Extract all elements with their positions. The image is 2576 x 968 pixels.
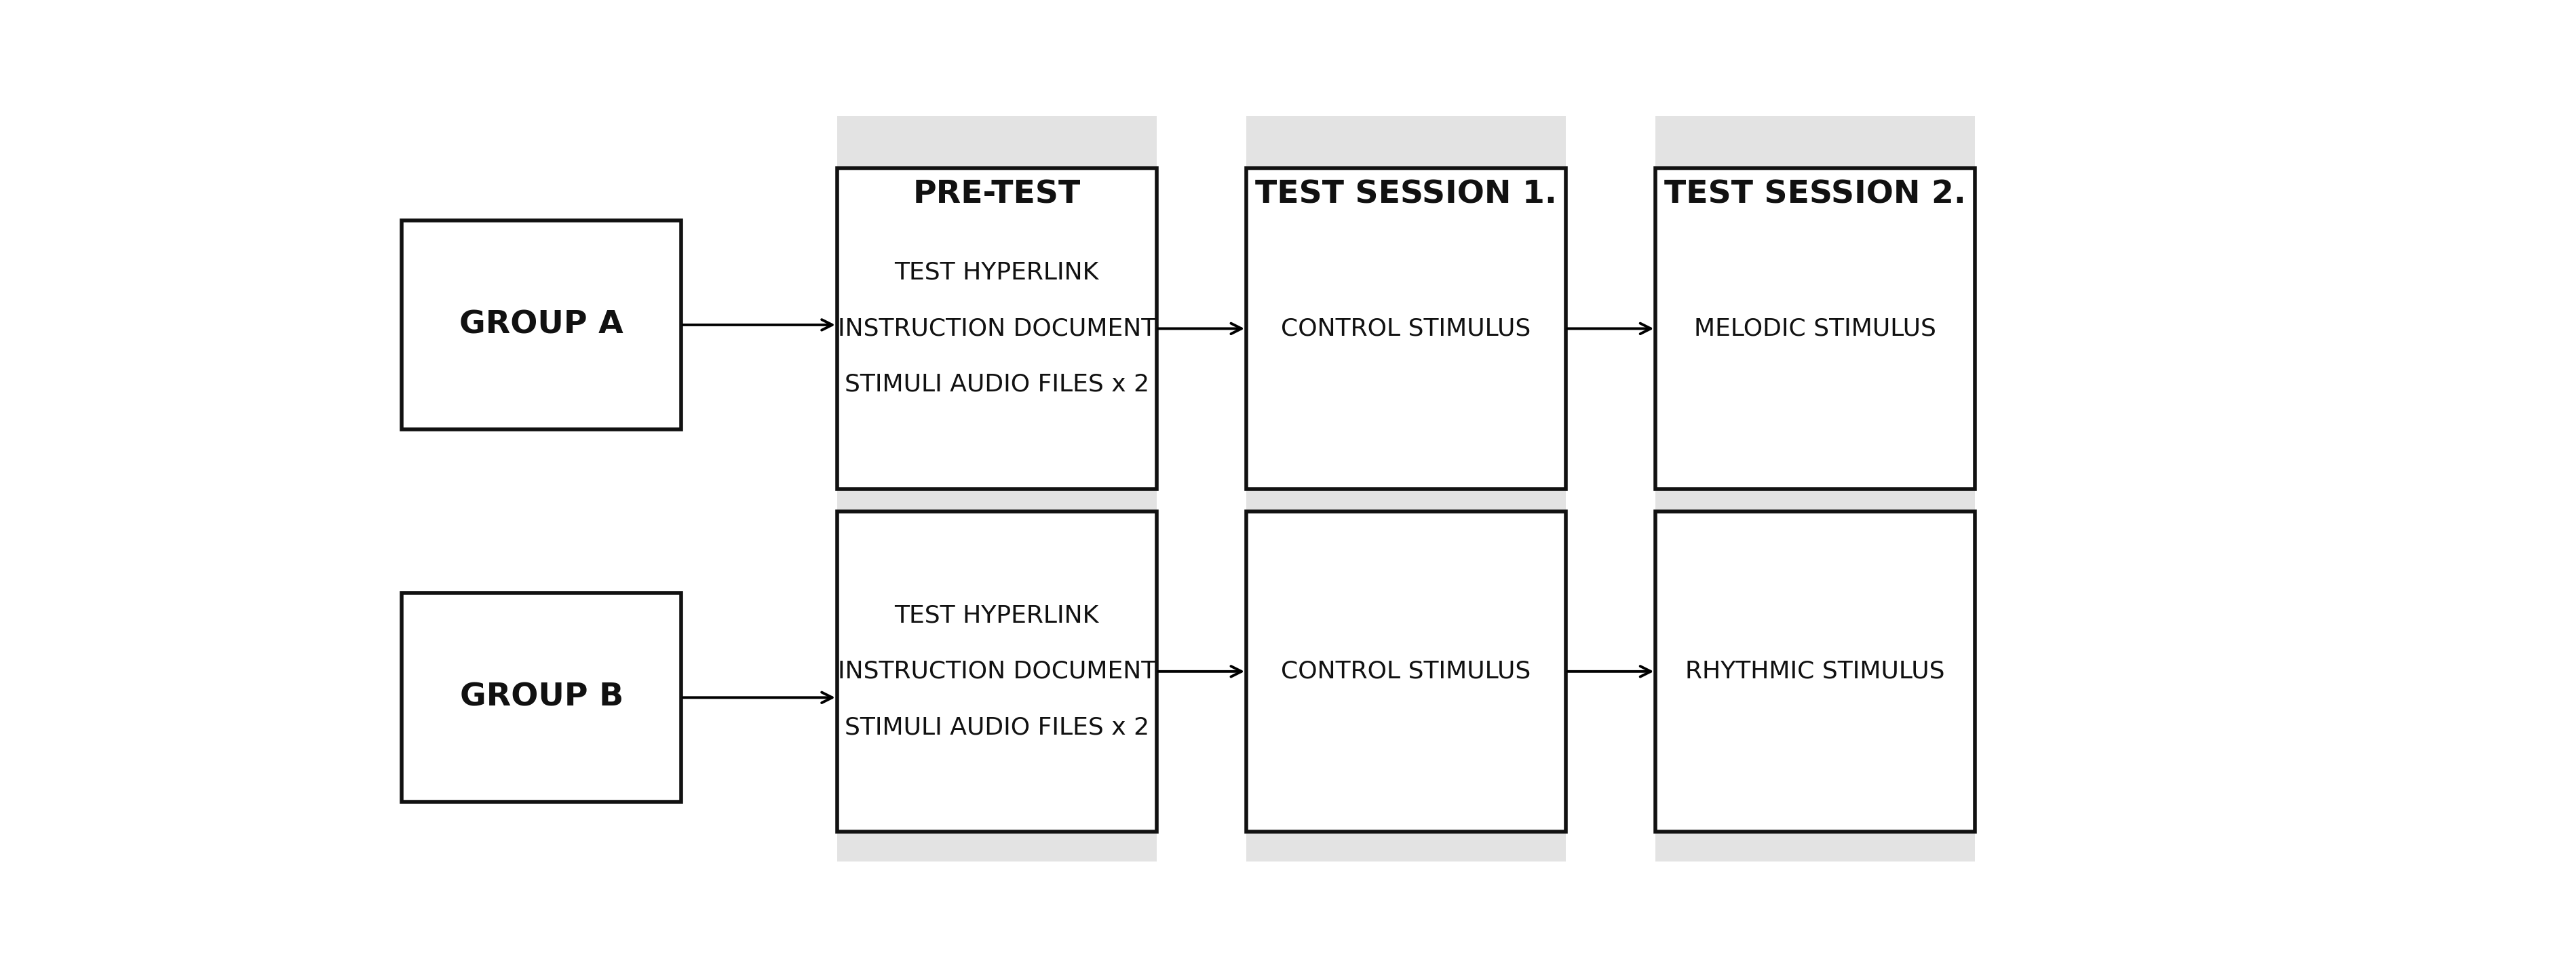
Text: PRE-TEST: PRE-TEST xyxy=(912,179,1082,210)
Text: INSTRUCTION DOCUMENT: INSTRUCTION DOCUMENT xyxy=(837,318,1157,340)
Text: TEST SESSION 1.: TEST SESSION 1. xyxy=(1255,179,1556,210)
Bar xyxy=(837,168,1157,489)
Text: STIMULI AUDIO FILES x 2: STIMULI AUDIO FILES x 2 xyxy=(845,715,1149,739)
Bar xyxy=(1247,168,1566,489)
Text: TEST SESSION 2.: TEST SESSION 2. xyxy=(1664,179,1965,210)
Text: CONTROL STIMULUS: CONTROL STIMULUS xyxy=(1280,660,1530,683)
Bar xyxy=(1656,168,1976,489)
Bar xyxy=(402,221,683,429)
Text: TEST HYPERLINK: TEST HYPERLINK xyxy=(894,604,1100,627)
Text: STIMULI AUDIO FILES x 2: STIMULI AUDIO FILES x 2 xyxy=(845,373,1149,396)
Bar xyxy=(837,511,1157,832)
Bar xyxy=(402,593,683,802)
Text: CONTROL STIMULUS: CONTROL STIMULUS xyxy=(1280,318,1530,340)
Text: GROUP A: GROUP A xyxy=(459,310,623,340)
Bar xyxy=(1656,511,1976,832)
Text: MELODIC STIMULUS: MELODIC STIMULUS xyxy=(1695,318,1937,340)
Bar xyxy=(1247,511,1566,832)
Bar xyxy=(1247,116,1566,862)
Bar xyxy=(1656,116,1976,862)
Text: RHYTHMIC STIMULUS: RHYTHMIC STIMULUS xyxy=(1685,660,1945,683)
Text: TEST HYPERLINK: TEST HYPERLINK xyxy=(894,261,1100,285)
Bar xyxy=(837,116,1157,862)
Text: INSTRUCTION DOCUMENT: INSTRUCTION DOCUMENT xyxy=(837,660,1157,683)
Text: GROUP B: GROUP B xyxy=(459,682,623,712)
